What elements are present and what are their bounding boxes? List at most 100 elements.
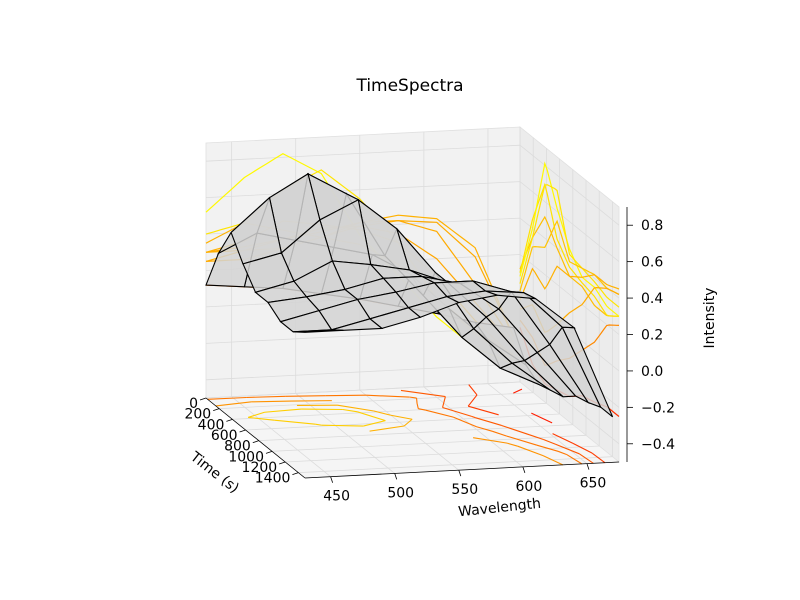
x-tick-label: 550 [451, 482, 478, 498]
floor-contour-segment [264, 408, 302, 413]
grid-line [423, 386, 524, 468]
floor-contour-segment [416, 397, 418, 404]
x-tick-mark [458, 470, 462, 477]
floor-contour-segment [373, 410, 391, 416]
y-tick-mark [252, 440, 259, 444]
grid-line [285, 445, 600, 463]
y-tick-label: 1400 [255, 471, 291, 487]
floor-contour-segment [473, 437, 508, 444]
floor-contour-segment [357, 411, 386, 422]
floor-contour-segment [425, 409, 454, 418]
floor-contour-segment [543, 438, 556, 445]
grid-line [245, 413, 560, 431]
x-tick-label: 600 [516, 479, 543, 495]
floor-contour-segment [579, 453, 594, 464]
axes: 450 500 550 600 6500200400600800100012001400… [184, 207, 675, 505]
x-tick-mark [330, 476, 334, 483]
grid-line [219, 392, 534, 410]
grid-line [205, 381, 521, 399]
y-tick-label: 1200 [242, 460, 278, 476]
floor-contour-segment [513, 388, 523, 394]
floor-contour-segment [572, 442, 593, 454]
side-contour-line [519, 265, 620, 301]
x-axis-label: Wavelength [457, 496, 541, 521]
floor-contour-segment [517, 445, 544, 457]
floor-contour-segment [566, 453, 583, 465]
floor-contour-segment [536, 444, 559, 452]
x-tick-mark [394, 473, 398, 480]
grid-line [295, 393, 395, 474]
y-tick-label: 600 [211, 428, 238, 444]
z-tick-label: 0.6 [641, 255, 663, 271]
floor-contour-segment [248, 411, 265, 418]
x-tick-label: 500 [387, 485, 414, 501]
z-tick-label: −0.2 [641, 400, 675, 416]
floor-contour-segment [246, 395, 286, 399]
floor-contour-segment [501, 424, 530, 436]
y-tick-mark [292, 472, 299, 476]
floor-contour-segment [555, 443, 580, 455]
floor-contour-segment [453, 416, 477, 428]
floor-contour-segment [215, 401, 252, 407]
floor-contour-segment [363, 420, 386, 427]
side-contour-line [519, 184, 620, 308]
chart-title: TimeSpectra [355, 76, 463, 96]
floor-contour-segment [285, 395, 326, 397]
floor-contour-segment [400, 389, 446, 398]
floor-contour-segment [442, 406, 472, 417]
floor-contour-segment [369, 425, 405, 432]
grid-line [231, 396, 331, 478]
floor-contour-segment [315, 423, 322, 426]
floor-contour-segment [476, 426, 493, 432]
floor-contour-segment [342, 408, 358, 413]
floor-contour-segment [492, 430, 507, 437]
floor-contour-segment [442, 396, 446, 408]
side-contour-line [519, 161, 620, 317]
y-tick-mark [213, 408, 220, 412]
x-tick-label: 450 [323, 489, 350, 505]
floor-contour-segment [557, 450, 567, 455]
y-axis-line [205, 397, 306, 479]
y-tick-label: 200 [184, 407, 211, 423]
grid-line [298, 456, 613, 474]
z-tick-label: −0.4 [641, 437, 675, 453]
z-tick-label: 0.2 [641, 328, 663, 344]
y-tick-label: 1000 [228, 449, 264, 465]
x-axis-line [304, 461, 620, 479]
surface-patch [293, 329, 344, 333]
floor-contour-segment [416, 403, 419, 409]
floor-contour-segment [337, 404, 374, 412]
y-tick-mark [226, 418, 233, 422]
y-tick-mark [279, 461, 286, 465]
grid-line [271, 434, 587, 452]
floor-contour-segment [409, 396, 417, 399]
floor-contour-segment [207, 396, 247, 400]
floor-contour-segment [475, 417, 502, 426]
floor-contour-segment [468, 384, 478, 396]
floor-contour-segment [468, 405, 499, 416]
floor-contour-segment [321, 424, 364, 427]
floor-contour-segment [506, 442, 518, 447]
floor-contour-segment [366, 394, 410, 398]
y-tick-mark [265, 450, 273, 454]
floor-contour-segment [506, 435, 538, 446]
x-tick-label: 650 [580, 476, 607, 492]
floor-contour-segment [529, 434, 544, 441]
grid-line [232, 402, 547, 420]
floor-contour-segment [403, 418, 413, 427]
floor-contour-segment [542, 455, 564, 466]
floor-contour-segment [471, 415, 476, 419]
floor-contour-segment [552, 433, 574, 444]
surface-mesh [205, 172, 614, 418]
y-tick-label: 400 [198, 417, 225, 433]
floor-contour-segment [591, 452, 606, 464]
floor-contour-segment [251, 400, 292, 403]
z-tick-label: 0.8 [641, 218, 663, 234]
y-tick-label: 800 [224, 439, 251, 455]
y-tick-mark [199, 397, 207, 401]
floor-contour-segment [274, 419, 316, 425]
floor-contour-segment [390, 414, 413, 420]
z-axis-label: Intensity [702, 288, 718, 349]
